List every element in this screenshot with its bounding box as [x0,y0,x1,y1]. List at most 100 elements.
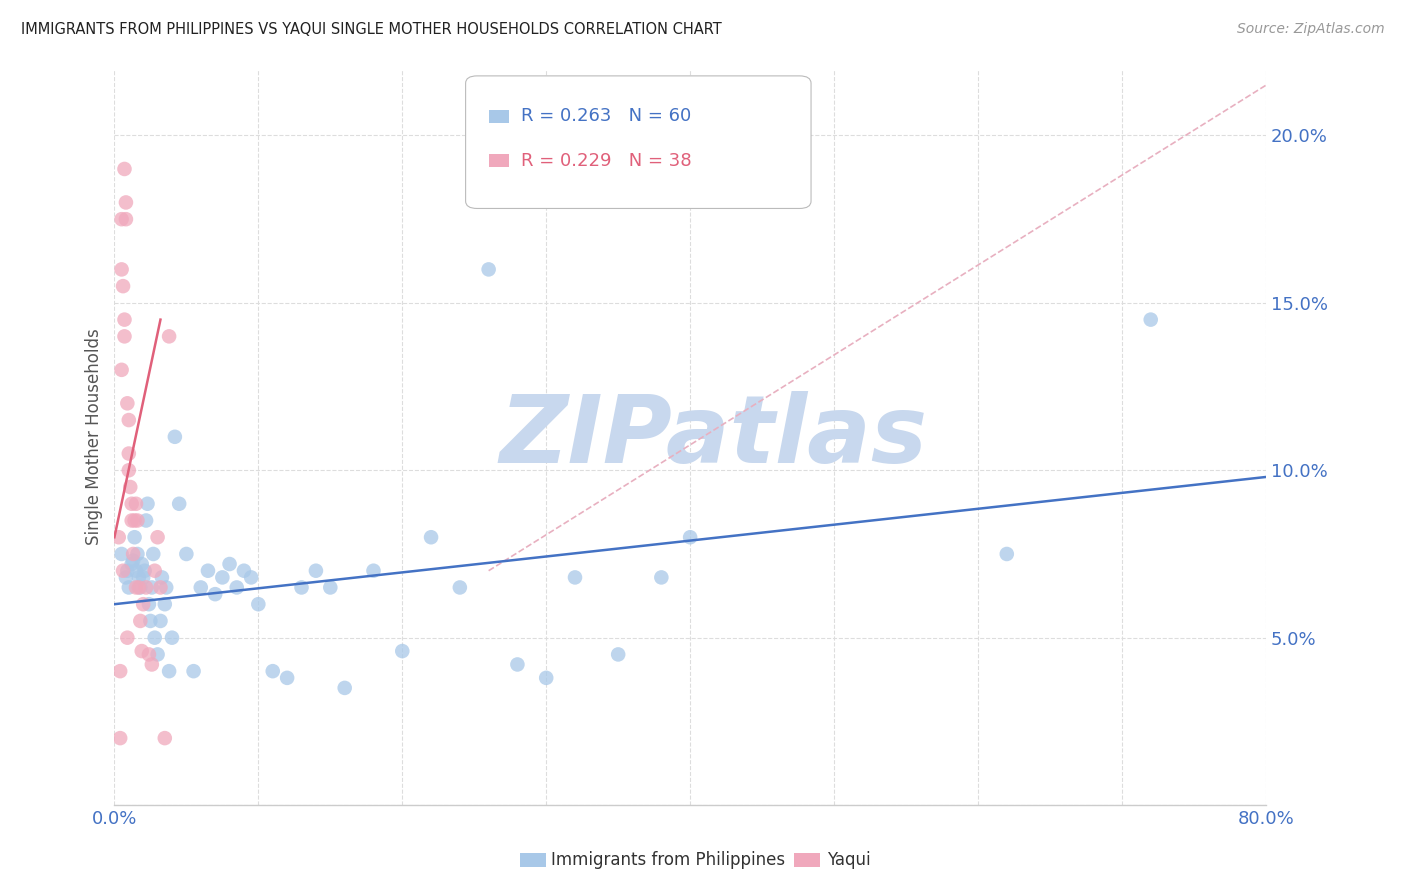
Point [108,664,131,678]
Point [163,430,186,444]
Point [135,514,157,528]
Point [305,564,328,578]
Point [149,614,172,628]
Point [139,614,162,628]
Point [363,564,385,578]
Point [117,396,139,410]
Point [679,530,702,544]
Y-axis label: Single Mother Households: Single Mother Households [86,328,103,545]
Point [534,671,557,685]
Point [121,514,143,528]
Point [157,329,180,343]
Point [122,554,145,568]
Point [128,570,150,584]
Point [138,597,160,611]
Point [218,557,240,571]
Point [107,530,129,544]
Point [143,564,166,578]
Text: IMMIGRANTS FROM PHILIPPINES VS YAQUI SINGLE MOTHER HOUSEHOLDS CORRELATION CHART: IMMIGRANTS FROM PHILIPPINES VS YAQUI SIN… [21,22,721,37]
Point [142,547,165,561]
Point [125,497,148,511]
Point [110,212,132,227]
Point [155,581,177,595]
Point [124,530,146,544]
Point [211,570,233,584]
Point [114,312,136,326]
Point [131,644,153,658]
Point [146,530,169,544]
Point [183,664,205,678]
Point [118,413,141,427]
Point [290,581,312,595]
Text: R = 0.263   N = 60: R = 0.263 N = 60 [520,107,692,126]
Point [233,564,256,578]
Point [128,581,150,595]
Text: ZIPatlas: ZIPatlas [499,391,927,483]
Point [110,363,132,377]
Text: Yaqui: Yaqui [827,851,870,869]
Point [131,557,153,571]
Point [204,587,226,601]
Point [247,597,270,611]
Point [112,279,135,293]
Point [153,597,176,611]
Point [391,644,413,658]
Point [114,329,136,343]
Point [333,681,356,695]
Point [190,581,212,595]
Point [141,581,163,595]
Point [115,212,138,227]
Point [125,564,148,578]
Point [124,514,146,528]
Point [127,547,149,561]
Point [122,547,145,561]
Point [121,497,143,511]
Point [160,631,183,645]
Point [118,581,141,595]
Point [607,648,630,662]
Point [118,463,141,477]
Text: Source: ZipAtlas.com: Source: ZipAtlas.com [1237,22,1385,37]
Point [995,547,1018,561]
Point [136,497,159,511]
Bar [489,154,509,167]
Text: Immigrants from Philippines: Immigrants from Philippines [551,851,786,869]
Point [110,547,132,561]
Point [118,446,141,460]
Point [121,557,143,571]
Point [225,581,247,595]
Point [129,581,152,595]
Point [129,614,152,628]
Point [153,731,176,745]
Point [127,514,149,528]
Point [262,664,284,678]
Point [319,581,342,595]
Point [115,570,138,584]
Point [108,731,131,745]
FancyBboxPatch shape [465,76,811,209]
Point [197,564,219,578]
Point [134,564,156,578]
Point [176,547,198,561]
Point [650,570,672,584]
Text: R = 0.229   N = 38: R = 0.229 N = 38 [520,152,692,169]
Point [141,657,163,672]
Point [420,530,443,544]
Point [240,570,263,584]
Point [132,597,155,611]
Point [120,480,142,494]
Point [149,581,172,595]
Point [115,195,138,210]
Point [167,497,190,511]
Point [117,631,139,645]
Bar [489,110,509,123]
Point [478,262,501,277]
Point [117,564,139,578]
Point [110,262,132,277]
Point [112,564,135,578]
Point [135,581,157,595]
Point [1139,312,1161,326]
Point [150,570,173,584]
Point [564,570,586,584]
Point [506,657,529,672]
